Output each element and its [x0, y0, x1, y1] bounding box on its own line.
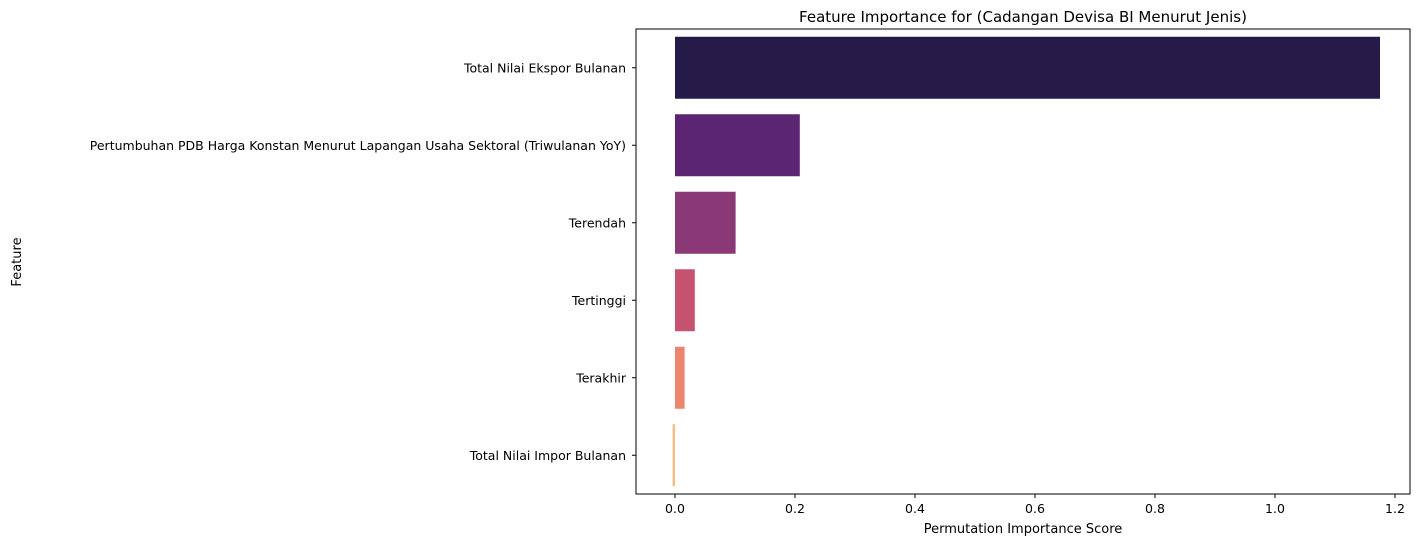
y-tick-label: Total Nilai Ekspor Bulanan [463, 60, 626, 75]
plot-frame [635, 28, 1411, 495]
y-axis-title: Feature [10, 237, 25, 286]
y-tick-label: Terakhir [575, 370, 627, 385]
bar [675, 269, 695, 332]
bar [672, 424, 675, 487]
x-tick-label: 0.2 [785, 501, 805, 516]
x-tick-label: 1.2 [1385, 501, 1405, 516]
x-tick-labels: 0.0 0.2 0.4 0.6 0.8 1.0 1.2 [665, 494, 1405, 516]
bar [675, 346, 685, 409]
x-tick-label: 0.4 [905, 501, 925, 516]
bar [675, 191, 736, 254]
y-tick-labels: Total Nilai Ekspor Bulanan Pertumbuhan PD… [90, 60, 636, 463]
y-tick-label: Total Nilai Impor Bulanan [469, 448, 626, 463]
x-tick-label: 0.0 [665, 501, 685, 516]
bar [675, 114, 800, 177]
chart-title: Feature Importance for (Cadangan Devisa … [799, 8, 1247, 26]
y-tick-label: Pertumbuhan PDB Harga Konstan Menurut La… [90, 138, 626, 153]
bars-group [672, 36, 1380, 487]
x-tick-label: 0.6 [1025, 501, 1045, 516]
bar [675, 36, 1380, 99]
y-tick-label: Terendah [568, 215, 626, 230]
x-axis-title: Permutation Importance Score [924, 522, 1123, 537]
x-tick-label: 1.0 [1265, 501, 1285, 516]
x-tick-label: 0.8 [1145, 501, 1165, 516]
y-tick-label: Tertinggi [571, 293, 626, 308]
